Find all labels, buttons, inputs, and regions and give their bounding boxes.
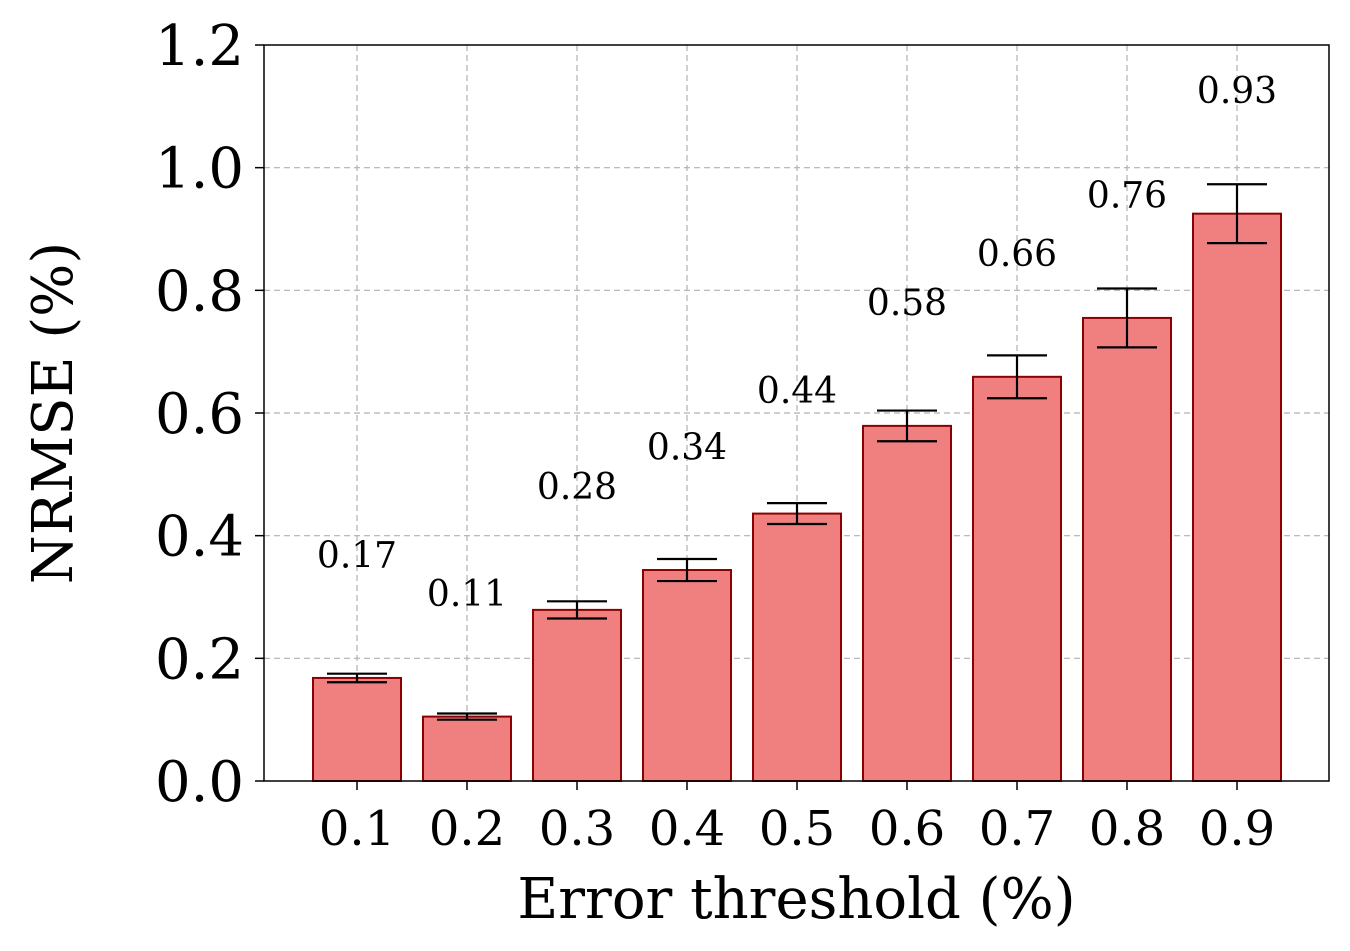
x-tick-label: 0.2 (429, 801, 505, 857)
y-tick-label: 0.6 (155, 382, 244, 447)
bar (1082, 316, 1172, 782)
bar-value-label: 0.76 (1087, 175, 1167, 216)
x-tick-label: 0.1 (319, 801, 395, 857)
bar-value-label: 0.58 (867, 283, 947, 324)
x-axis-title: Error threshold (%) (517, 867, 1075, 932)
bar (1192, 212, 1282, 782)
bars (312, 212, 1282, 783)
bar (312, 676, 402, 783)
x-tick-label: 0.8 (1089, 801, 1165, 857)
bar-value-label: 0.44 (757, 371, 837, 412)
x-axis-ticks: 0.1 0.2 0.3 0.4 0.5 0.6 0.7 0.8 0.9 (319, 781, 1275, 857)
bar-value-label: 0.11 (427, 574, 507, 615)
x-tick-label: 0.6 (869, 801, 945, 857)
y-tick-label: 1.2 (155, 14, 244, 79)
bar-value-label: 0.66 (977, 234, 1057, 275)
bar (422, 715, 512, 782)
x-tick-label: 0.4 (649, 801, 725, 857)
bar-value-label: 0.93 (1197, 71, 1277, 112)
bar (862, 424, 952, 782)
bar (972, 375, 1062, 782)
y-tick-label: 0.4 (155, 505, 244, 570)
y-tick-label: 0.8 (155, 259, 244, 324)
error-bars (327, 183, 1267, 721)
y-axis-title: NRMSE (%) (21, 242, 86, 584)
data-labels: 0.17 0.11 0.28 0.34 0.44 0.58 0.66 0.76 0.93 (317, 71, 1277, 615)
x-tick-label: 0.7 (979, 801, 1055, 857)
bar-value-label: 0.34 (647, 427, 727, 468)
bar-value-label: 0.17 (317, 535, 397, 576)
x-tick-label: 0.5 (759, 801, 835, 857)
y-axis-ticks: 0.0 0.2 0.4 0.6 0.8 1.0 1.2 (155, 14, 264, 815)
bar-value-label: 0.28 (537, 467, 617, 508)
x-tick-label: 0.3 (539, 801, 615, 857)
y-tick-label: 0.2 (155, 627, 244, 692)
x-tick-label: 0.9 (1199, 801, 1275, 857)
bar (642, 569, 732, 782)
y-tick-label: 1.0 (155, 137, 244, 202)
y-tick-label: 0.0 (155, 750, 244, 815)
bar (532, 608, 622, 782)
bar (752, 512, 842, 782)
